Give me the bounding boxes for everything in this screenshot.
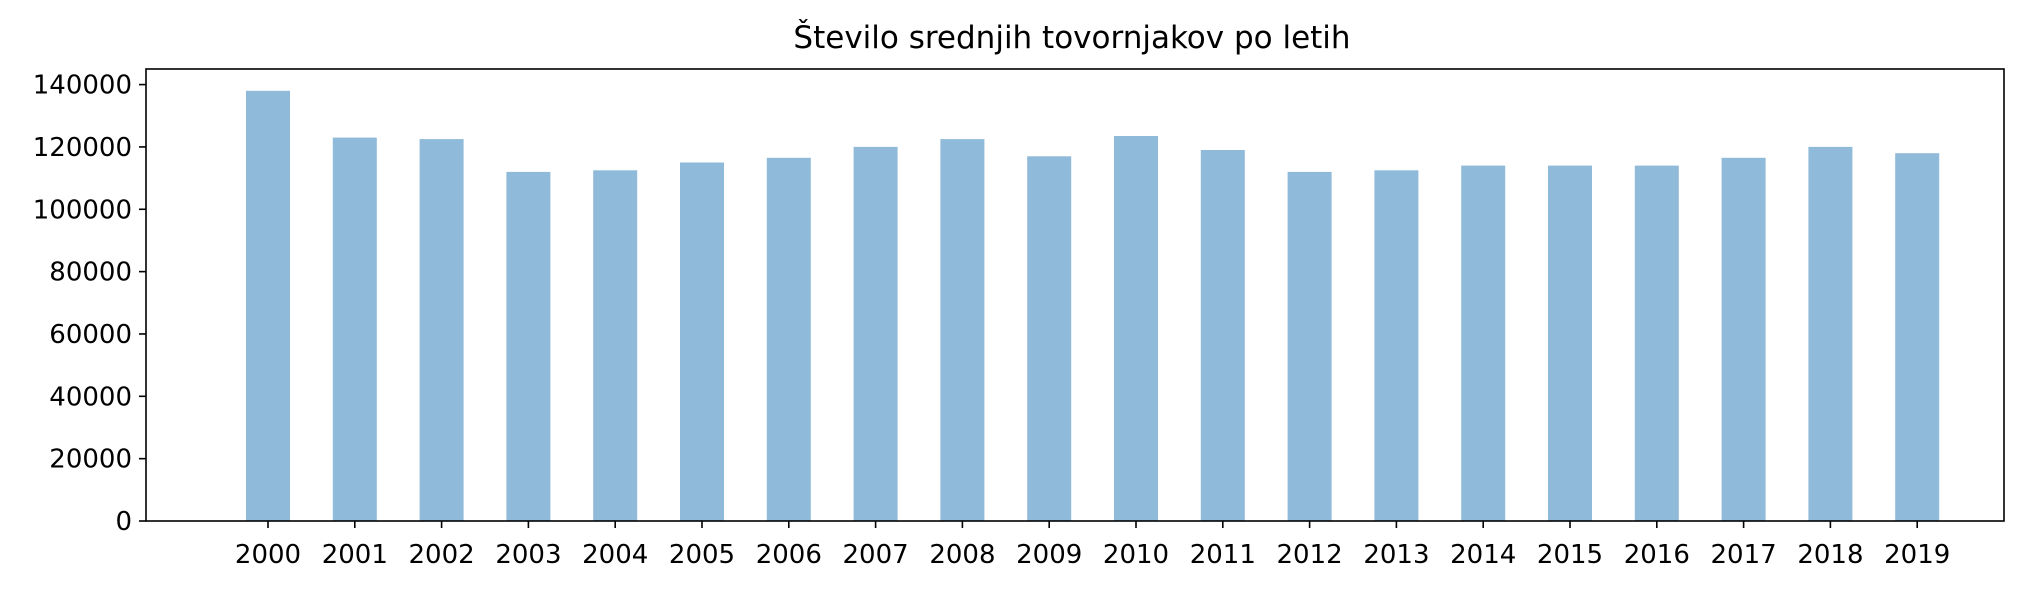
x-tick-label: 2016 bbox=[1624, 540, 1690, 570]
x-tick-label: 2005 bbox=[669, 540, 735, 570]
bar-2018 bbox=[1808, 146, 1853, 521]
y-tick-label: 100000 bbox=[33, 195, 132, 225]
x-axis: 2000 2001 2002 2003 2004 2005 2006 2007 2008 2009… bbox=[235, 521, 1950, 570]
bar-2015 bbox=[1548, 165, 1592, 521]
chart-title: Število srednjih tovornjakov po letih bbox=[793, 19, 1350, 56]
y-tick-label: 80000 bbox=[49, 258, 132, 288]
bar-2016 bbox=[1634, 165, 1679, 521]
x-tick-label: 2008 bbox=[929, 540, 995, 570]
bar-2009 bbox=[1027, 156, 1072, 522]
x-tick-label: 2002 bbox=[409, 540, 475, 570]
bar-2005 bbox=[680, 162, 724, 521]
bar-2004 bbox=[593, 170, 638, 522]
bar-2012 bbox=[1287, 171, 1332, 521]
bar-2013 bbox=[1374, 170, 1419, 522]
y-tick-label: 60000 bbox=[49, 320, 132, 350]
y-tick-label: 40000 bbox=[49, 382, 132, 412]
x-tick-label: 2019 bbox=[1884, 540, 1950, 570]
bar-2001 bbox=[332, 137, 377, 521]
bar-2014 bbox=[1461, 165, 1506, 521]
x-tick-label: 2015 bbox=[1537, 540, 1603, 570]
x-tick-label: 2010 bbox=[1103, 540, 1169, 570]
x-tick-label: 2014 bbox=[1450, 540, 1516, 570]
y-axis: 0 20000 40000 60000 80000 100000 120000 140000 bbox=[33, 71, 146, 537]
bar-2010 bbox=[1114, 136, 1158, 521]
plot-frame bbox=[145, 68, 2005, 522]
x-tick-label: 2011 bbox=[1190, 540, 1256, 570]
x-tick-label: 2012 bbox=[1277, 540, 1343, 570]
bars-group bbox=[246, 90, 1940, 522]
bar-2017 bbox=[1721, 157, 1766, 522]
y-tick-label: 140000 bbox=[33, 71, 132, 101]
bar-2011 bbox=[1200, 150, 1245, 521]
x-tick-label: 2017 bbox=[1711, 540, 1777, 570]
bar-2006 bbox=[766, 157, 811, 522]
y-tick-label: 0 bbox=[115, 507, 132, 537]
bar-2008 bbox=[940, 139, 985, 521]
y-tick-label: 120000 bbox=[33, 133, 132, 163]
bar-2002 bbox=[419, 139, 464, 521]
x-tick-label: 2013 bbox=[1363, 540, 1429, 570]
x-tick-label: 2007 bbox=[843, 540, 909, 570]
x-tick-label: 2006 bbox=[756, 540, 822, 570]
x-tick-label: 2018 bbox=[1797, 540, 1863, 570]
bar-2003 bbox=[506, 171, 551, 521]
x-tick-label: 2001 bbox=[322, 540, 388, 570]
bar-2000 bbox=[246, 90, 290, 522]
x-tick-label: 2003 bbox=[495, 540, 561, 570]
x-tick-label: 2009 bbox=[1016, 540, 1082, 570]
x-tick-label: 2004 bbox=[582, 540, 648, 570]
bar-2019 bbox=[1895, 153, 1940, 521]
y-tick-label: 20000 bbox=[49, 445, 132, 475]
x-tick-label: 2000 bbox=[235, 540, 301, 570]
bar-2007 bbox=[853, 146, 898, 521]
